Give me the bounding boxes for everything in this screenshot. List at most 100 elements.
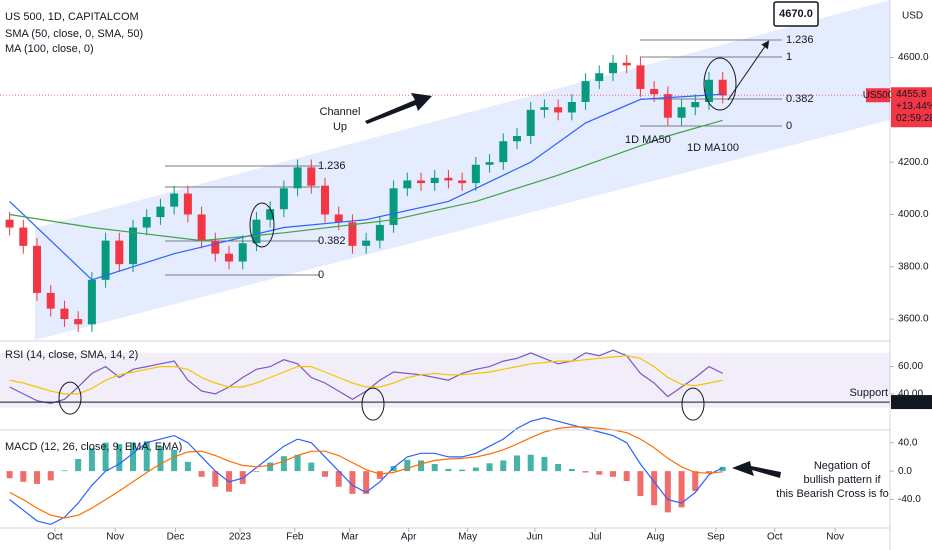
fib-label: 1.236 [318,160,346,172]
histogram-bar [253,471,260,472]
y-tick-label: 60.00 [898,361,923,372]
candle-body [362,240,371,246]
ma50-label: 1D MA50 [625,134,671,146]
price-tag-value: 4455.8 [896,89,927,100]
y-tick-label: 4000.0 [898,209,929,220]
histogram-bar [143,441,150,472]
x-tick-label: Jun [527,532,543,543]
candle-body [485,162,494,165]
price-tag-change: +13.44% [896,101,932,112]
fib-label: 1 [786,51,792,63]
candle-body [115,240,124,265]
candle-body [46,292,55,309]
histogram-bar [349,471,356,494]
candle-body [156,206,165,218]
candle-body [554,107,563,113]
histogram-bar [322,471,329,477]
fib-label: 0 [786,120,792,132]
histogram-bar [390,466,397,472]
histogram-bar [116,444,123,472]
histogram-bar [418,460,425,472]
support-tag [891,395,932,410]
histogram-bar [130,442,137,472]
rsi-line [9,355,723,395]
histogram-bar [20,471,27,482]
histogram-bar [555,464,562,472]
note-text: this Bearish Cross is forme [776,488,907,500]
candle-body [650,88,659,95]
histogram-bar [431,464,438,472]
y-tick-label: 3600.0 [898,314,929,325]
histogram-bar [308,462,315,472]
histogram-bar [171,449,178,472]
target-box [773,1,819,27]
x-tick-label: Oct [767,532,783,543]
histogram-bar [472,467,479,472]
channel-up [35,0,890,340]
candle-body [87,279,96,325]
currency-label: USD [902,11,923,22]
candle-body [5,219,14,228]
candle-body [595,73,604,82]
rsi-pane: Support RSI (14, close, SMA, 14, 2) [0,349,890,421]
x-tick-label: Oct [47,532,63,543]
pattern-circle [249,202,275,248]
histogram-bar [513,455,520,472]
histogram-bar [404,459,411,472]
moving-average [9,119,723,242]
candle-body [211,240,220,254]
candle-body [471,164,480,184]
moving-average [9,93,723,281]
histogram-bar [664,471,671,513]
histogram-bar [61,470,68,472]
pane-title: RSI (14, close, SMA, 14, 2) [5,349,138,361]
histogram-bar [609,471,616,477]
note-arrow [732,461,781,478]
main-pane: 1.236 0.382 0 1.236 1 0.382 0 SMA (50, close, 0… [0,1,890,333]
candle-body [142,217,151,228]
histogram-bar [623,471,630,482]
candle-body [183,193,192,215]
candle-body [444,177,453,181]
candle-body [293,167,302,189]
x-tick-label: Sep [707,532,725,543]
candle-body [321,185,330,215]
channel-arrow [365,93,432,124]
note-text: bullish pattern if [803,474,881,486]
macd-pane: MACD (12, 26, close, 9, EMA, EMA) Negatio… [5,417,908,526]
candle-body [526,109,535,136]
histogram-bar [582,471,589,473]
y-tick-label: 3800.0 [898,261,929,272]
x-tick-label: Nov [826,532,844,543]
candle-body [608,62,617,74]
legend-entry: SMA (50, close, 0, SMA, 50) [5,28,143,40]
histogram-bar [719,466,726,472]
candle-body [101,240,110,280]
x-tick-label: Apr [401,532,417,543]
macd-line [9,426,723,519]
candle-body [389,188,398,225]
y-tick-label: 40.00 [898,389,923,400]
note-text: Negation of [814,460,871,472]
price-tag-countdown: 02:59:28 [896,113,932,124]
histogram-bar [692,471,699,492]
y-tick-label: -40.0 [898,494,921,505]
histogram-bar [47,471,54,481]
support-tag-label: 34.00 [896,397,921,408]
candle-body [266,209,275,220]
y-tick-label: 40.0 [898,437,918,448]
candle-body [499,141,508,163]
histogram-bar [184,461,191,472]
symbol-tag-label: US500 [863,90,894,101]
pattern-circle [703,57,737,111]
x-tick-label: Dec [167,532,185,543]
candle-body [458,180,467,184]
x-tick-label: Aug [647,532,665,543]
rsi-circle [58,381,82,415]
axes: Oct Nov Dec 2023 Feb Mar Apr May Jun Jul Aug Sep Oct… [47,11,932,543]
histogram-bar [500,460,507,472]
histogram-bar [102,442,109,472]
price-tag [891,87,932,128]
candle-body [33,245,42,293]
histogram-bar [363,471,370,494]
